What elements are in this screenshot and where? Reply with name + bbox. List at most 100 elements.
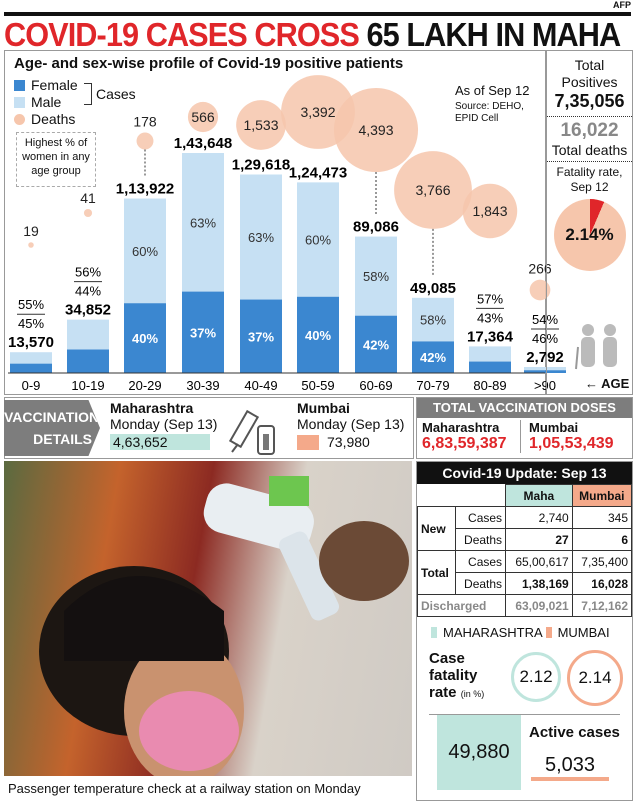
elderly-icon (572, 322, 624, 370)
death-bubble (333, 87, 419, 173)
chart-title: Age- and sex-wise profile of Covid-19 po… (14, 55, 404, 72)
bar-male (297, 182, 339, 297)
female-pct: 37% (190, 325, 216, 340)
death-label: 566 (191, 109, 215, 125)
female-pct: 40% (132, 331, 158, 346)
bar-chart: 19 41 178 566 1,533 3,392 4,393 3,766 1,843 266 13… (8, 75, 566, 393)
female-pct: 45% (18, 316, 44, 331)
vacc-mumbai: Mumbai Monday (Sep 13) 73,980 (297, 400, 405, 450)
male-pct: 63% (248, 230, 274, 245)
cfr-label: Case fatality rate (in %) (429, 650, 485, 701)
total-label: 13,570 (8, 334, 54, 351)
death-label: 3,392 (300, 104, 335, 120)
vacc-maha-value: 4,63,652 (110, 434, 210, 450)
death-label: 19 (23, 223, 39, 239)
x-tick-label: >90 (534, 378, 556, 393)
total-positives-label: Total Positives (561, 57, 618, 90)
total-label: 34,852 (65, 302, 111, 319)
total-label: 1,13,922 (116, 181, 174, 198)
x-tick-label: 50-59 (301, 378, 334, 393)
bar-male (182, 153, 224, 292)
active-mumbai: 5,033 (531, 754, 609, 781)
death-bubble (529, 279, 551, 301)
update-legend: MAHARASHTRA MUMBAI (431, 625, 632, 640)
update-panel: Covid-19 Update: Sep 13 Maha Mumbai New Ca… (416, 461, 633, 801)
x-tick-label: 20-29 (128, 378, 161, 393)
bar-female (297, 296, 339, 373)
bar-male (469, 346, 511, 362)
total-doses-title: TOTAL VACCINATION DOSES (417, 398, 632, 418)
bar-female (67, 349, 109, 373)
male-pct: 55% (18, 297, 44, 312)
vacc-mumbai-value: 73,980 (327, 434, 370, 450)
death-bubble (236, 100, 286, 150)
credit: AFP (613, 0, 631, 10)
headline-black: 65 LAKH IN MAHA (366, 16, 621, 53)
bar-male (355, 236, 397, 316)
bar-male (10, 352, 52, 364)
x-tick-label: 70-79 (416, 378, 449, 393)
active-maha: 49,880 (437, 715, 521, 790)
bar-female (124, 303, 166, 373)
total-doses-panel: TOTAL VACCINATION DOSES Maharashtra 6,83,… (416, 397, 633, 459)
total-label: 17,364 (467, 328, 514, 345)
x-tick-label: 40-49 (244, 378, 277, 393)
headline-red: COVID-19 CASES CROSS (4, 16, 360, 53)
male-pct: 60% (305, 233, 331, 248)
bar-female (10, 363, 52, 373)
female-pct: 44% (75, 284, 101, 299)
cfr-maha: 2.12 (511, 652, 561, 702)
death-bubble (462, 183, 518, 239)
bar-female (469, 361, 511, 373)
total-label: 1,43,648 (174, 135, 232, 152)
cfr-mumbai: 2.14 (567, 650, 623, 706)
table-row: New Cases 2,740 345 (416, 506, 633, 551)
bar-female (524, 370, 566, 373)
female-pct: 42% (363, 337, 389, 352)
female-pct: 43% (477, 310, 503, 325)
male-pct: 54% (532, 312, 558, 327)
active-label: Active cases (529, 724, 620, 741)
death-bubble (136, 132, 154, 150)
maha-doses: 6,83,59,387 (422, 435, 507, 452)
death-label: 1,843 (472, 203, 507, 219)
female-pct: 46% (532, 331, 558, 346)
male-pct: 56% (75, 265, 101, 280)
table-row: Discharged 63,09,021 7,12,162 (416, 594, 633, 617)
fatality-label: Fatality rate, Sep 12 (556, 165, 623, 194)
death-label: 41 (80, 190, 96, 206)
total-deaths-label: Total deaths (547, 142, 632, 162)
x-tick-label: 0-9 (22, 378, 41, 393)
bar-female (355, 315, 397, 373)
total-label: 1,29,618 (232, 156, 290, 173)
total-deaths: 16,022 (560, 120, 619, 141)
total-label: 49,085 (410, 280, 456, 297)
age-label: ← AGE (585, 376, 630, 391)
bar-male (240, 174, 282, 300)
death-bubble (83, 208, 93, 218)
male-pct: 58% (363, 269, 389, 284)
legend-cases: Cases (96, 86, 136, 102)
legend-female: Female (14, 77, 78, 93)
vaccination-tag: VACCINATION DETAILS (4, 400, 100, 456)
death-label: 266 (528, 261, 552, 277)
death-label: 3,766 (415, 182, 450, 198)
source: Source: DEHO, EPID Cell (455, 101, 524, 124)
headline: COVID-19 CASES CROSS 65 LAKH IN MAHA (4, 16, 621, 54)
male-pct: 57% (477, 291, 503, 306)
x-tick-label: 10-19 (71, 378, 104, 393)
bar-male (67, 319, 109, 350)
bar-female (182, 291, 224, 373)
vacc-maha: Maharashtra Monday (Sep 13) 4,63,652 (110, 400, 218, 450)
total-label: 2,792 (526, 349, 564, 366)
death-bubble (394, 151, 472, 229)
death-label: 4,393 (358, 122, 393, 138)
as-of: As of Sep 12 (455, 83, 530, 98)
legend-male: Male (14, 94, 61, 110)
legend-deaths: Deaths (14, 111, 75, 127)
update-title: Covid-19 Update: Sep 13 (417, 462, 632, 484)
bar-female (240, 299, 282, 373)
note: Highest % of women in any age group (16, 132, 96, 187)
totals-panel: Total Positives 7,35,056 16,022 Total de… (546, 50, 633, 395)
total-positives: 7,35,056 (547, 91, 632, 117)
